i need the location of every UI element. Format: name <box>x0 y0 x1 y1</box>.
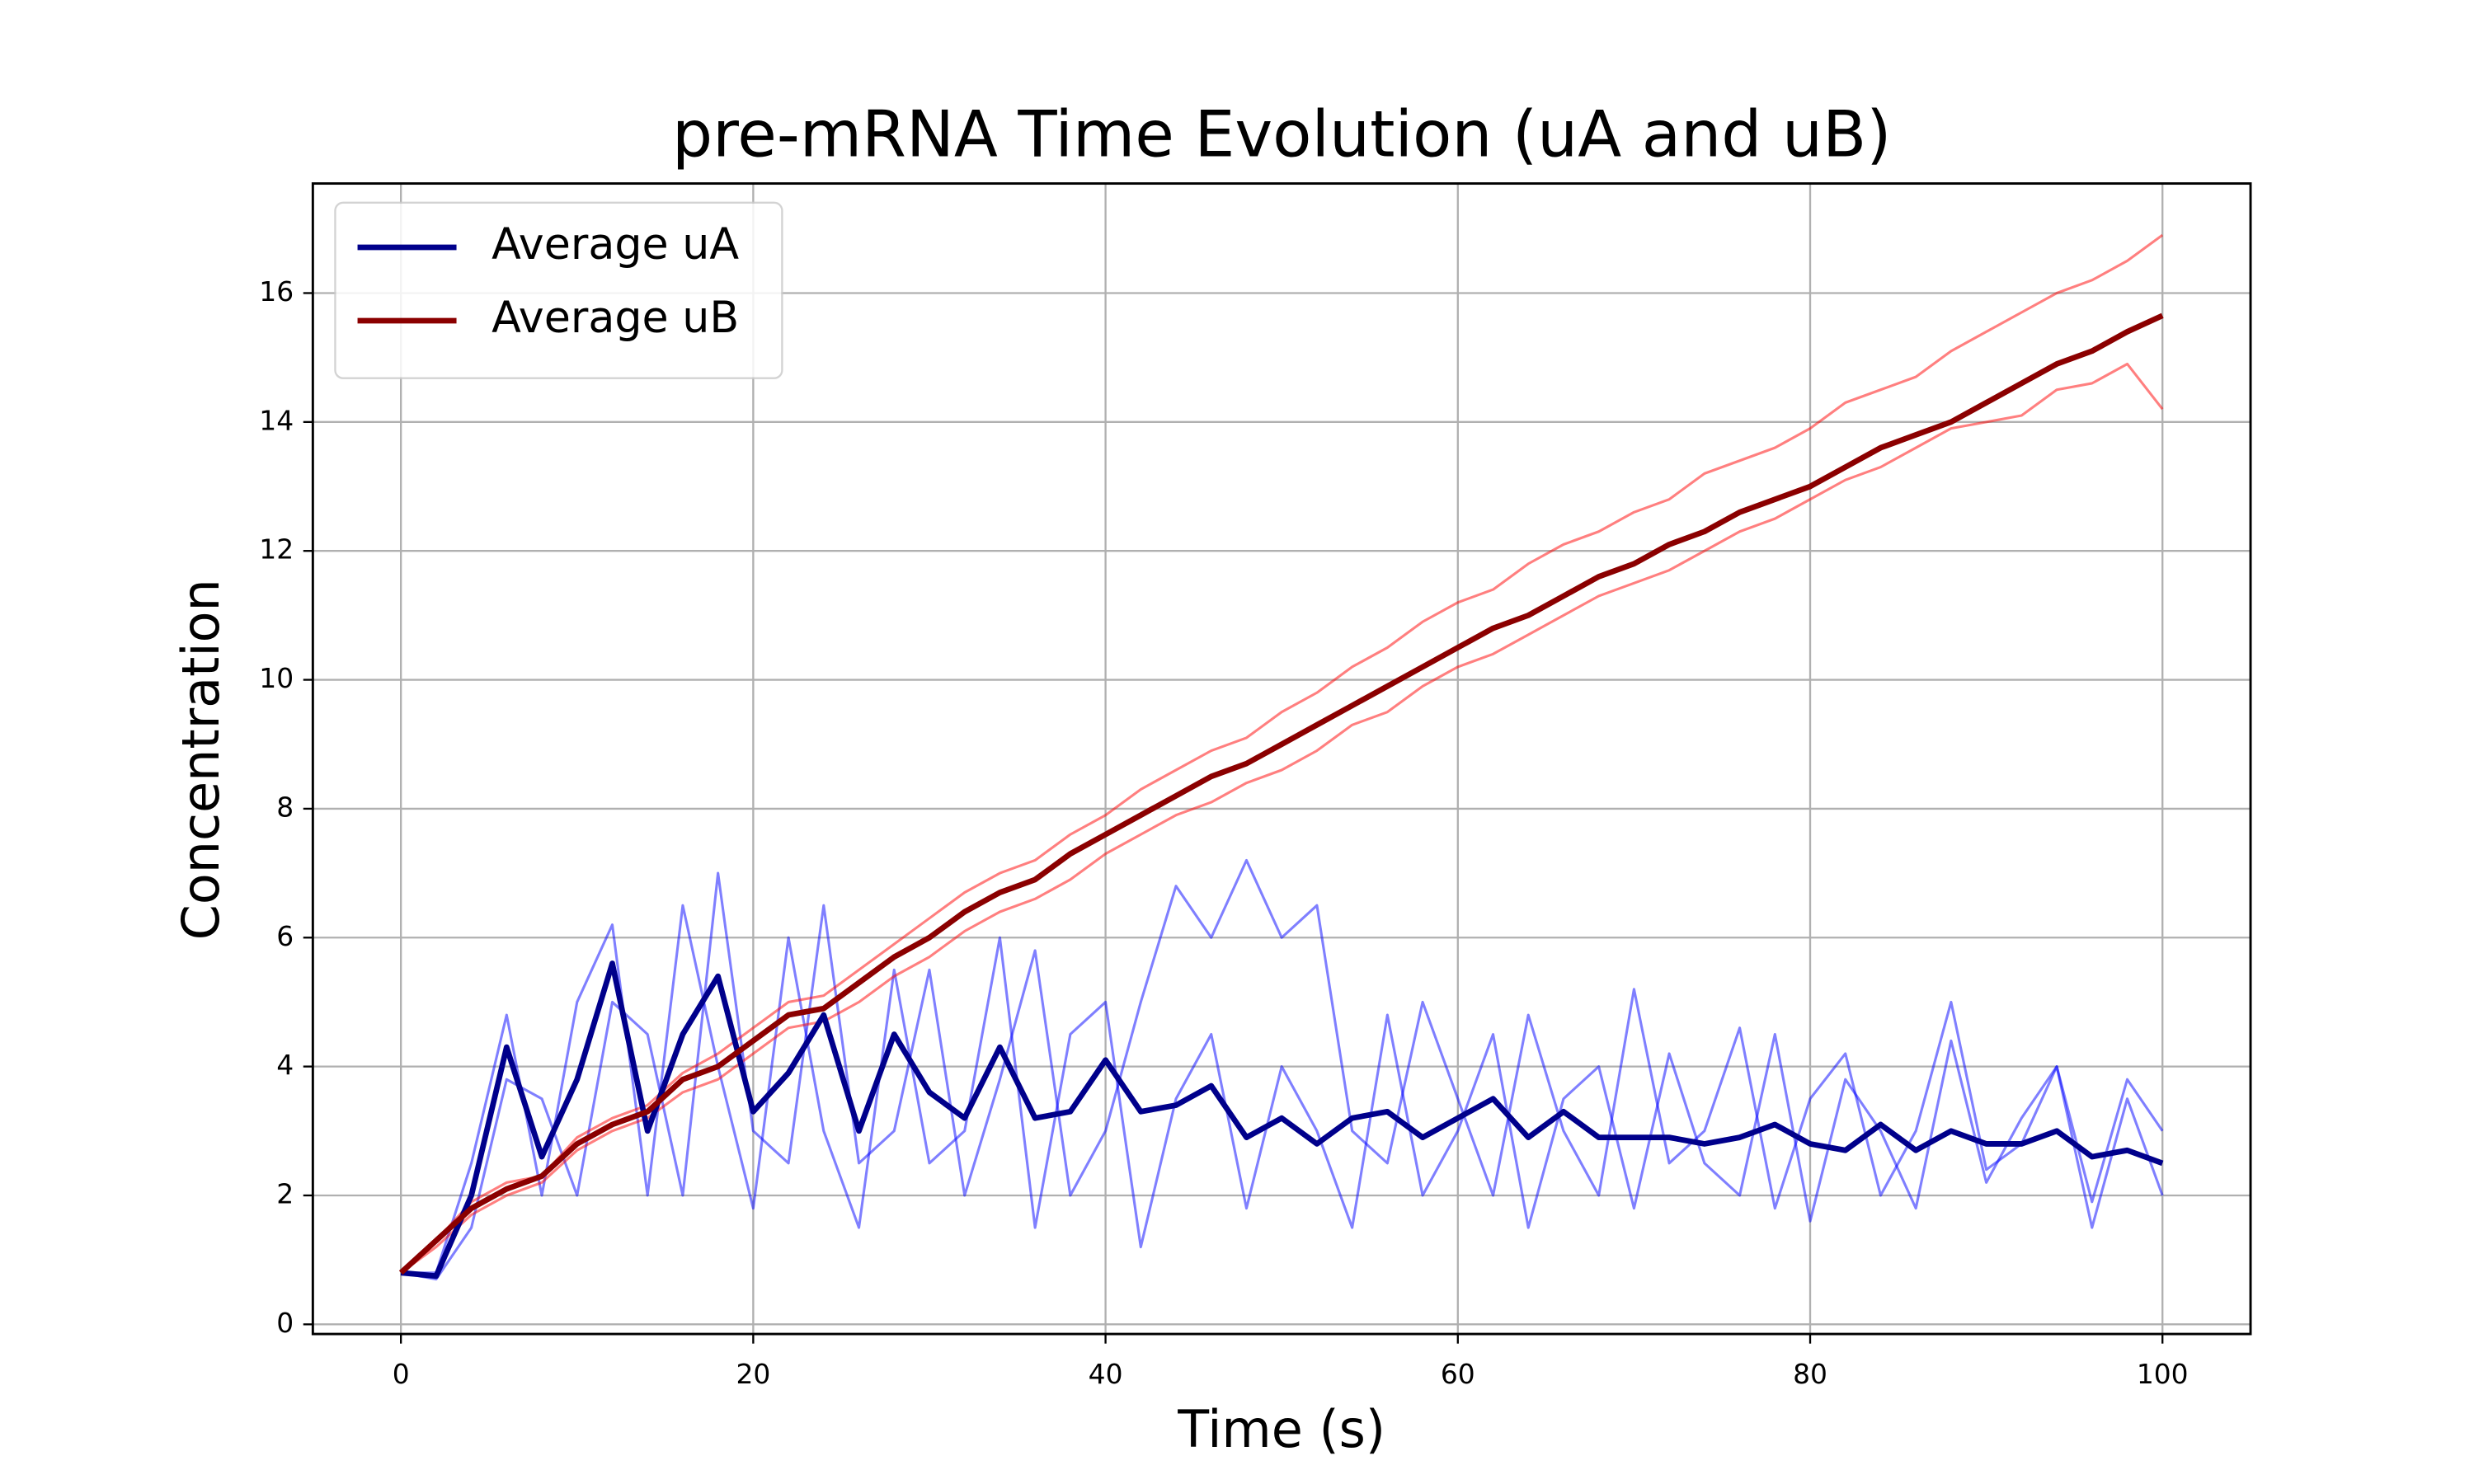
plot-frame <box>311 182 2252 1336</box>
y-axis-label: Concentration <box>172 579 231 940</box>
y-tick-label: 4 <box>276 1049 294 1081</box>
x-tick-label: 100 <box>2137 1358 2189 1390</box>
x-tick-label: 40 <box>1089 1358 1123 1390</box>
y-tick-label: 14 <box>259 404 294 436</box>
y-tick-label: 10 <box>259 662 294 694</box>
y-tick-label: 0 <box>276 1307 294 1339</box>
legend: Average uA Average uB <box>334 201 783 379</box>
y-tick-label: 12 <box>259 533 294 566</box>
legend-label: Average uA <box>492 220 739 270</box>
x-axis-label: Time (s) <box>1177 1400 1385 1459</box>
average-line <box>398 312 2164 1275</box>
average-line <box>400 960 2164 1280</box>
x-tick-label: 0 <box>393 1358 410 1390</box>
y-tick-label: 6 <box>276 920 294 952</box>
trajectory-line <box>401 904 2164 1275</box>
legend-label: Average uB <box>492 294 739 343</box>
plot-lines <box>398 233 2164 1281</box>
trajectory-line <box>400 362 2164 1275</box>
y-tick-label: 8 <box>276 791 294 823</box>
y-tick-label: 2 <box>276 1177 294 1209</box>
chart-title: pre-mRNA Time Evolution (uA and uB) <box>672 97 1891 171</box>
trajectory-line <box>400 233 2164 1274</box>
y-tick-label: 16 <box>259 275 294 308</box>
x-tick-label: 60 <box>1441 1358 1475 1390</box>
x-tick-label: 80 <box>1793 1358 1827 1390</box>
x-tick-label: 20 <box>736 1358 770 1390</box>
